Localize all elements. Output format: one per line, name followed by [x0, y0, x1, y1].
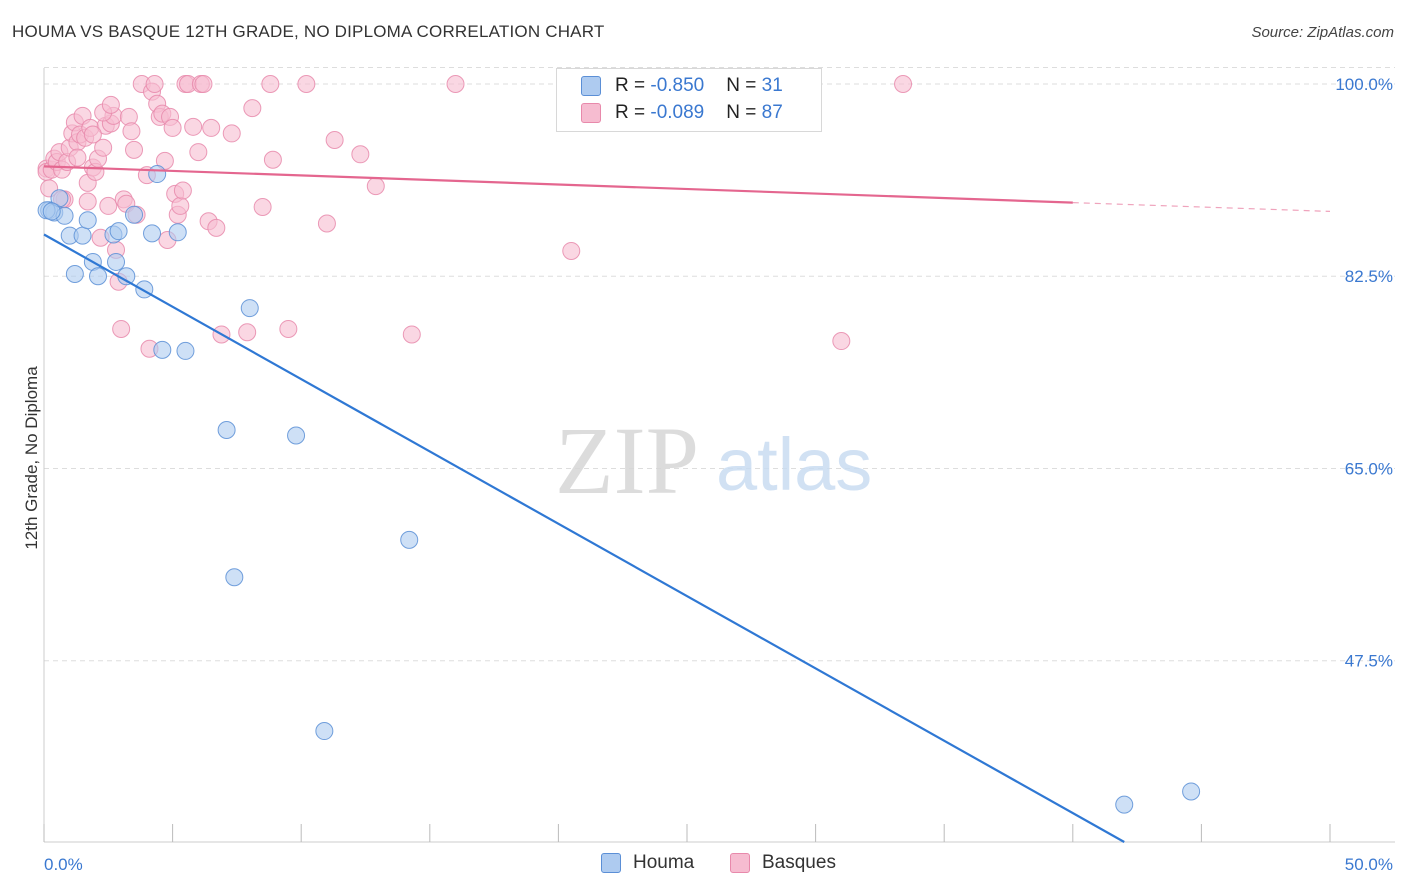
basques-point [155, 151, 174, 170]
houma-point [143, 224, 162, 243]
basques-point [243, 99, 262, 118]
chart-title: HOUMA VS BASQUE 12TH GRADE, NO DIPLOMA C… [12, 22, 605, 41]
basques-trend-line [43, 165, 1073, 204]
houma-legend-swatch [601, 853, 621, 873]
basques-point [894, 74, 913, 93]
houma-point [1115, 795, 1134, 814]
basques-point [317, 214, 336, 233]
data-points [37, 74, 1201, 814]
tick-labels: 47.5% 65.0% 82.5% 100.0% 0.0% 50.0% [44, 75, 1393, 874]
basques-r-value: -0.089 [650, 102, 705, 123]
basques-legend-swatch [730, 853, 750, 873]
houma-point [176, 341, 195, 360]
basques-trend-extension [1072, 202, 1331, 213]
houma-swatch [581, 76, 601, 96]
basques-point [253, 198, 272, 217]
x-tick-label: 0.0% [44, 855, 83, 874]
houma-point [315, 722, 334, 741]
legend-row-houma: R = -0.850 N = 31 [581, 73, 783, 99]
basques-point [222, 124, 241, 143]
legend-row-basques: R = -0.089 N = 87 [581, 100, 783, 126]
houma-point [240, 299, 259, 318]
x-tick-label: 50.0% [1345, 855, 1393, 874]
houma-n-value: 31 [761, 75, 783, 96]
basques-point [297, 74, 316, 93]
houma-point [287, 426, 306, 445]
basques-point [446, 74, 465, 93]
y-axis-label: 12th Grade, No Diploma [22, 366, 41, 550]
basques-point [99, 196, 118, 215]
basques-r-label: R = [615, 102, 651, 123]
basques-point [125, 140, 144, 159]
houma-point [400, 530, 419, 549]
basques-point [366, 177, 385, 196]
basques-point [173, 181, 192, 200]
houma-n-label: N = [726, 75, 762, 96]
houma-point [109, 222, 128, 241]
basques-point [163, 118, 182, 137]
basques-point [402, 325, 421, 344]
houma-point [148, 165, 167, 184]
basques-n-value: 87 [761, 102, 783, 123]
basques-point [279, 319, 298, 338]
houma-point [107, 252, 126, 271]
basques-point [94, 138, 113, 157]
basques-point [189, 143, 208, 162]
basques-point [238, 323, 257, 342]
basques-point [202, 118, 221, 137]
gridlines [44, 66, 1395, 662]
y-tick-label: 100.0% [1335, 75, 1393, 94]
watermark: ZIP atlas [555, 407, 872, 514]
axes [43, 68, 1395, 843]
basques-swatch [581, 103, 601, 123]
basques-point [68, 148, 87, 167]
source-label: Source: ZipAtlas.com [1251, 24, 1394, 41]
basques-point [832, 332, 851, 351]
basques-point [325, 131, 344, 149]
basques-point [194, 74, 213, 93]
houma-point [168, 223, 187, 242]
legend-item-basques: Basques [730, 852, 836, 874]
legend-item-houma: Houma [601, 852, 694, 874]
houma-point [225, 568, 244, 587]
basques-point [101, 95, 120, 114]
basques-point [207, 218, 226, 237]
houma-r-value: -0.850 [650, 75, 705, 96]
houma-point [42, 202, 61, 221]
basques-point [351, 145, 370, 164]
trend-lines [43, 165, 1331, 843]
basques-point [562, 241, 581, 260]
basques-point [145, 74, 164, 93]
houma-point [65, 265, 84, 284]
houma-trend-line [43, 233, 1125, 843]
basques-point [171, 196, 190, 215]
houma-point [217, 421, 236, 440]
watermark-zip: ZIP [555, 407, 699, 514]
houma-point [89, 267, 108, 286]
basques-point [184, 117, 203, 136]
basques-legend-label: Basques [762, 852, 836, 873]
basques-point [78, 192, 97, 211]
y-tick-label: 47.5% [1345, 652, 1393, 671]
houma-point [125, 205, 144, 224]
correlation-legend: R = -0.850 N = 31 R = -0.089 N = 87 [556, 68, 822, 132]
houma-legend-label: Houma [633, 852, 695, 873]
houma-point [73, 226, 92, 245]
houma-point [1182, 782, 1201, 801]
basques-n-label: N = [726, 102, 762, 123]
basques-point [83, 125, 102, 144]
basques-point [112, 319, 131, 338]
watermark-atlas: atlas [716, 423, 872, 506]
basques-point [263, 150, 282, 169]
basques-point [261, 74, 280, 93]
houma-point [153, 340, 172, 359]
houma-point [78, 211, 97, 230]
y-tick-label: 65.0% [1345, 459, 1393, 478]
houma-r-label: R = [615, 75, 651, 96]
y-tick-label: 82.5% [1345, 267, 1393, 286]
series-legend: Houma Basques [0, 852, 1406, 876]
houma-point [50, 189, 69, 208]
basques-point [122, 122, 141, 141]
